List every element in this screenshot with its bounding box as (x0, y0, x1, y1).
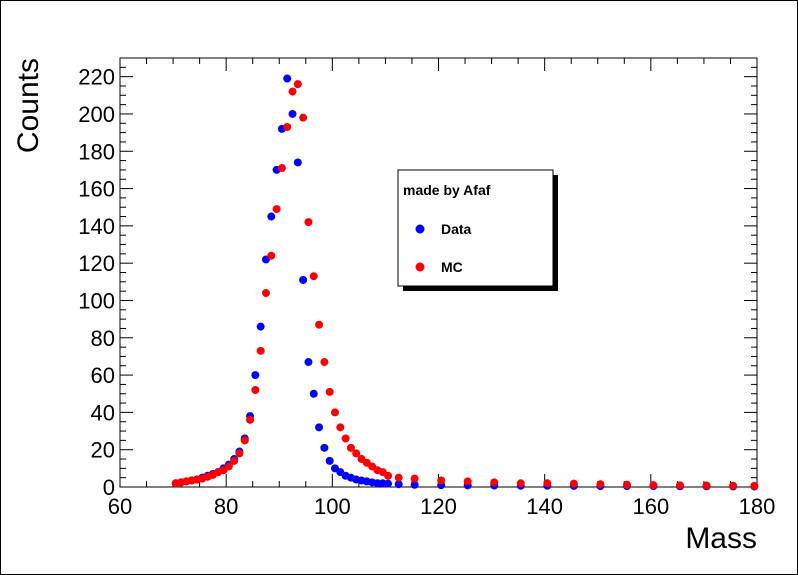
data-point (320, 358, 329, 367)
data-point (283, 74, 292, 83)
data-point (267, 251, 276, 260)
data-point (288, 109, 297, 118)
data-point (235, 449, 244, 458)
data-point (261, 289, 270, 298)
data-point (649, 481, 658, 490)
y-tick-label: 220 (78, 65, 115, 90)
data-point (410, 474, 419, 483)
data-point (394, 473, 403, 482)
legend-label-mc: MC (441, 259, 463, 275)
data-point (463, 477, 472, 486)
data-point (622, 480, 631, 489)
data-point (384, 471, 393, 480)
data-point (384, 479, 393, 488)
data-point (277, 164, 286, 173)
data-point (272, 205, 281, 214)
data-point (750, 481, 759, 490)
data-point (293, 158, 302, 167)
data-point (341, 434, 350, 443)
data-point (240, 436, 249, 445)
data-point (336, 423, 345, 432)
y-tick-label: 40 (91, 400, 115, 425)
legend-marker-mc (415, 262, 425, 272)
data-point (569, 479, 578, 488)
data-point (596, 480, 605, 489)
y-axis-title: Counts (12, 58, 45, 153)
y-tick-label: 180 (78, 139, 115, 164)
x-axis-title: Mass (685, 522, 757, 555)
legend-title: made by Afaf (403, 182, 491, 198)
data-point (394, 480, 403, 489)
y-tick-label: 160 (78, 177, 115, 202)
x-tick-label: 180 (739, 494, 776, 519)
data-point (304, 218, 313, 227)
x-tick-label: 60 (108, 494, 132, 519)
y-tick-label: 0 (103, 475, 115, 500)
data-point (309, 389, 318, 398)
data-point (251, 371, 260, 380)
x-tick-label: 160 (632, 494, 669, 519)
legend: made by Afaf Data MC (397, 169, 558, 291)
data-point (309, 272, 318, 281)
data-point (729, 481, 738, 490)
data-point (256, 322, 265, 331)
x-tick-label: 120 (420, 494, 457, 519)
data-point (346, 443, 355, 452)
data-point (490, 478, 499, 487)
y-tick-label: 140 (78, 214, 115, 239)
series-mc (171, 80, 759, 490)
data-point (251, 386, 260, 395)
data-point (304, 358, 313, 367)
data-point (230, 456, 239, 465)
data-point (437, 476, 446, 485)
legend-entries: Data MC (415, 221, 472, 275)
data-point (288, 87, 297, 96)
data-point (299, 275, 308, 284)
data-point (352, 449, 361, 458)
data-point (256, 346, 265, 355)
data-point (299, 113, 308, 122)
data-point (315, 423, 324, 432)
data-point (224, 462, 233, 471)
data-points (171, 74, 759, 491)
data-point (315, 320, 324, 329)
y-tick-label: 60 (91, 363, 115, 388)
data-point (516, 479, 525, 488)
data-point (293, 80, 302, 89)
y-tick-label: 100 (78, 288, 115, 313)
data-point (330, 408, 339, 417)
y-tick-label: 120 (78, 251, 115, 276)
x-tick-label: 80 (214, 494, 238, 519)
data-point (320, 443, 329, 452)
x-tick-label: 100 (314, 494, 351, 519)
y-tick-label: 200 (78, 102, 115, 127)
legend-marker-data (415, 224, 425, 234)
data-point (283, 123, 292, 132)
data-point (410, 480, 419, 489)
y-tick-label: 20 (91, 438, 115, 463)
data-point (325, 456, 334, 465)
axis-tick-labels: 60 80 100 120 140 160 180 0 20 40 60 80 100 120 140 160… (78, 65, 775, 519)
x-tick-label: 140 (526, 494, 563, 519)
data-point (267, 212, 276, 221)
y-tick-label: 80 (91, 326, 115, 351)
legend-label-data: Data (441, 221, 472, 237)
data-point (676, 481, 685, 490)
data-point (246, 415, 255, 424)
data-point (702, 481, 711, 490)
data-point (325, 387, 334, 396)
data-point (543, 479, 552, 488)
